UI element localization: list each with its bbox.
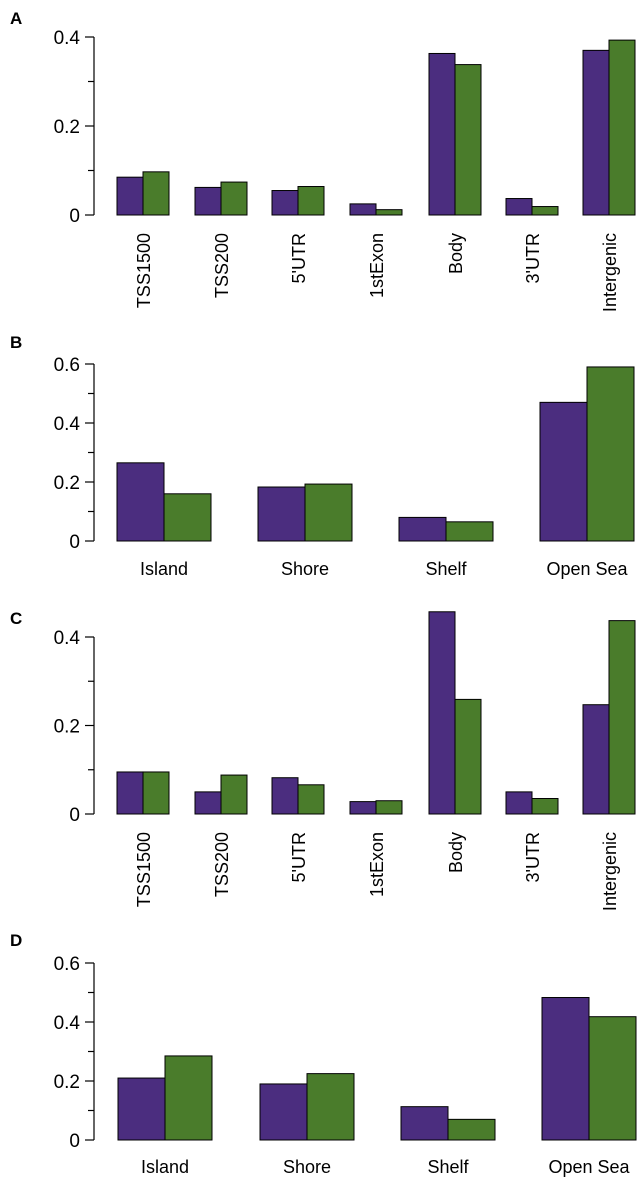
bar-series1 — [428, 611, 456, 815]
y-tick-label: 0 — [69, 1131, 80, 1152]
y-tick-label: 0.4 — [54, 414, 81, 435]
y-tick-label: 0.2 — [54, 717, 80, 738]
bar-series2 — [220, 181, 248, 216]
bar-series1 — [398, 516, 447, 542]
panel-label-d: D — [10, 931, 22, 950]
y-tick-label: 0.6 — [54, 355, 80, 376]
x-tick-label: Shore — [281, 559, 329, 579]
bar-series2 — [608, 620, 636, 815]
y-tick-label: 0.4 — [54, 1013, 81, 1034]
y-tick-label: 0.2 — [54, 117, 80, 138]
x-tick-label: 3'UTR — [523, 832, 543, 882]
bar-series1 — [116, 176, 144, 216]
bar-series1 — [257, 486, 306, 542]
x-tick-label: Open Sea — [546, 559, 628, 579]
bar-series1 — [116, 462, 165, 542]
bar-series1 — [194, 186, 222, 216]
x-tick-label: Shelf — [427, 1157, 469, 1177]
panel-a: A 0 0.2 0.4 TSS1500 TSS200 5'UTR 1stExon Body 3'U… — [10, 9, 636, 312]
bar-series2 — [297, 784, 325, 815]
bar-series2 — [163, 493, 212, 542]
bar-series2 — [164, 1055, 213, 1141]
x-tick-label: TSS200 — [212, 233, 232, 298]
x-tick-label: Intergenic — [600, 233, 620, 312]
bar-series1 — [259, 1083, 308, 1141]
bar-series1 — [349, 203, 377, 216]
bar-series2 — [220, 774, 248, 815]
bar-series1 — [400, 1106, 449, 1141]
x-tick-label: Shore — [283, 1157, 331, 1177]
bar-series2 — [531, 206, 559, 216]
x-tick-label: Shelf — [425, 559, 467, 579]
panel-b: B 0 0.2 0.4 0.6 Island Shore Shelf Open Sea — [10, 333, 635, 579]
bar-series1 — [271, 190, 299, 216]
bar-series2 — [375, 800, 403, 815]
x-tick-label: 1stExon — [367, 832, 387, 897]
bar-series2 — [306, 1073, 355, 1141]
x-tick-label: Island — [140, 559, 188, 579]
bar-series2 — [297, 186, 325, 216]
x-tick-label: 1stExon — [367, 233, 387, 298]
bar-series1 — [541, 997, 590, 1141]
x-tick-label: 5'UTR — [289, 832, 309, 882]
bar-series2 — [454, 64, 482, 216]
x-tick-label: 3'UTR — [523, 233, 543, 283]
x-tick-label: TSS1500 — [134, 233, 154, 308]
panel-label-a: A — [10, 9, 22, 28]
bar-series2 — [586, 366, 635, 542]
x-tick-label: 5'UTR — [289, 233, 309, 283]
bar-series1 — [428, 52, 456, 216]
bar-series2 — [608, 39, 636, 216]
bar-series2 — [304, 483, 353, 542]
panel-label-b: B — [10, 333, 22, 352]
x-tick-label: TSS200 — [212, 832, 232, 897]
bar-series2 — [454, 698, 482, 815]
y-tick-label: 0.4 — [54, 28, 81, 49]
x-tick-label: Body — [446, 832, 466, 873]
x-tick-label: TSS1500 — [134, 832, 154, 907]
y-tick-label: 0 — [69, 206, 80, 227]
bar-series2 — [447, 1118, 496, 1141]
bar-series2 — [531, 798, 559, 815]
x-tick-label: Intergenic — [600, 832, 620, 911]
panel-c: C 0 0.2 0.4 TSS1500 TSS200 5'UTR 1stExon Body 3'U… — [10, 609, 636, 911]
bar-series1 — [505, 791, 533, 815]
bar-series1 — [582, 704, 610, 815]
y-tick-label: 0.6 — [54, 954, 80, 975]
bar-series2 — [588, 1016, 637, 1141]
y-tick-label: 0 — [69, 532, 80, 553]
bar-series2 — [375, 209, 403, 216]
bar-series2 — [445, 521, 494, 542]
bar-series1 — [271, 777, 299, 815]
y-tick-label: 0 — [69, 805, 80, 826]
x-tick-label: Open Sea — [548, 1157, 630, 1177]
bar-series2 — [142, 771, 170, 815]
bar-series1 — [539, 401, 588, 542]
bar-series1 — [349, 801, 377, 815]
panel-label-c: C — [10, 609, 22, 628]
bar-series1 — [117, 1077, 166, 1141]
x-tick-label: Island — [141, 1157, 189, 1177]
panel-d: D 0 0.2 0.4 0.6 Island Shore Shelf Open Sea — [10, 931, 637, 1177]
y-tick-label: 0.2 — [54, 1072, 80, 1093]
bar-series1 — [116, 771, 144, 815]
x-tick-label: Body — [446, 233, 466, 274]
y-tick-label: 0.2 — [54, 473, 80, 494]
bar-series1 — [194, 791, 222, 815]
bar-series2 — [142, 171, 170, 216]
bar-series1 — [582, 49, 610, 216]
y-tick-label: 0.4 — [54, 628, 81, 649]
bar-series1 — [505, 198, 533, 216]
